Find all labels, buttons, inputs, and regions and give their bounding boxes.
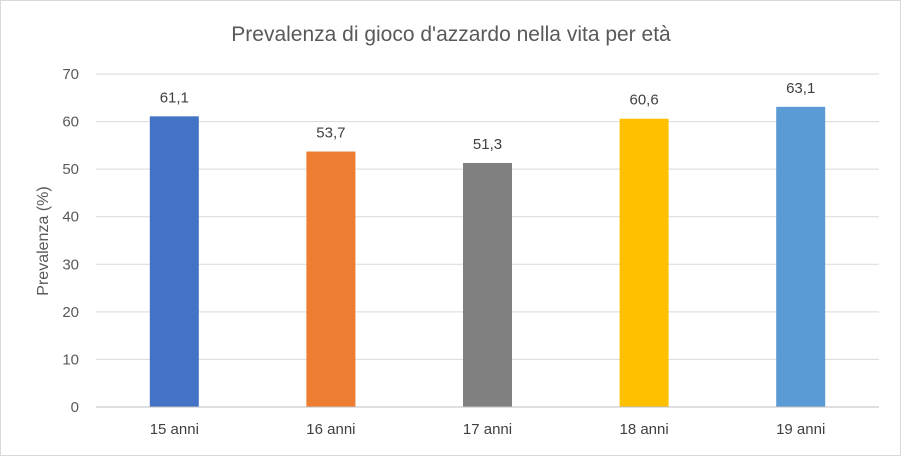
- y-tick-label: 20: [62, 304, 79, 321]
- bar-18-anni: [619, 118, 669, 408]
- y-tick-label: 40: [62, 209, 79, 226]
- data-label: 51,3: [473, 136, 502, 153]
- y-tick-label: 60: [62, 114, 79, 131]
- x-axis-ticks: 15 anni 16 anni 17 anni 18 anni 19 anni: [150, 421, 826, 438]
- y-tick-label: 0: [71, 399, 79, 416]
- bars: [149, 106, 826, 408]
- data-label: 60,6: [629, 92, 658, 109]
- data-label: 63,1: [786, 80, 815, 97]
- data-label: 53,7: [316, 125, 345, 142]
- x-tick-label: 15 anni: [150, 421, 199, 438]
- bar-19-anni: [776, 106, 826, 408]
- data-labels: 61,1 53,7 51,3 60,6 63,1: [160, 80, 816, 153]
- bar-17-anni: [463, 162, 512, 407]
- bar-16-anni: [306, 151, 356, 407]
- y-tick-label: 30: [62, 256, 79, 273]
- chart-title: Prevalenza di gioco d'azzardo nella vita…: [231, 23, 671, 46]
- y-axis-label: Prevalenza (%): [35, 186, 52, 295]
- x-tick-label: 18 anni: [619, 421, 668, 438]
- bar-15-anni: [149, 116, 199, 408]
- y-tick-label: 10: [62, 351, 79, 368]
- x-tick-label: 19 anni: [776, 421, 825, 438]
- y-axis-ticks: 0 10 20 30 40 50 60 70: [62, 66, 79, 416]
- y-tick-label: 70: [62, 66, 79, 83]
- x-tick-label: 16 anni: [306, 421, 355, 438]
- data-label: 61,1: [160, 89, 189, 106]
- y-tick-label: 50: [62, 161, 79, 178]
- x-tick-label: 17 anni: [463, 421, 512, 438]
